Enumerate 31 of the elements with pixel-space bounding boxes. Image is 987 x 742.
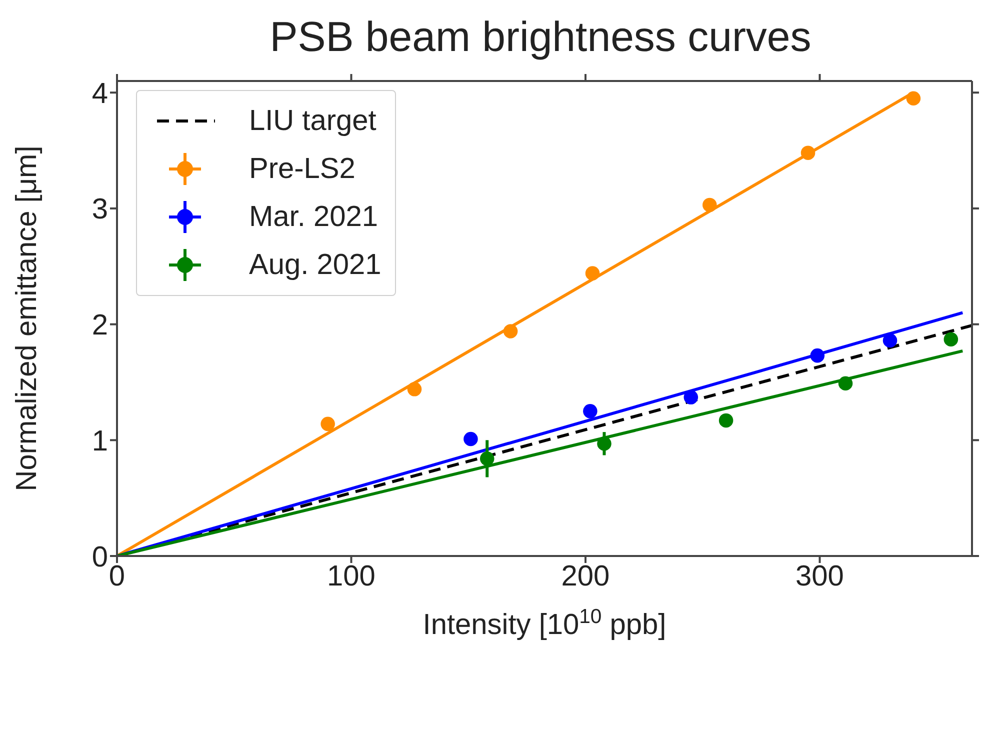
point	[838, 376, 853, 390]
y-tick-label: 2	[92, 310, 108, 342]
legend-label: Pre-LS2	[249, 152, 356, 186]
point	[480, 452, 494, 466]
point	[702, 198, 717, 212]
legend-label: Mar. 2021	[249, 200, 378, 234]
point	[810, 348, 825, 363]
x-axis-title: Intensity [10$^{10}$ ppb]	[422, 606, 666, 641]
legend-label: LIU target	[249, 104, 376, 138]
x-tick-label: 100	[327, 560, 376, 593]
point	[906, 91, 921, 106]
point	[944, 332, 958, 346]
legend-label: Aug. 2021	[249, 248, 382, 282]
x-tick-label: 300	[796, 560, 844, 593]
point	[718, 413, 734, 428]
y-tick-label: 4	[92, 78, 108, 110]
point	[800, 146, 816, 160]
point	[464, 432, 478, 446]
point	[597, 436, 612, 451]
y-tick-label: 3	[92, 194, 108, 226]
point	[503, 324, 518, 338]
point	[585, 266, 600, 280]
point	[407, 382, 422, 396]
x-tick-label: 200	[561, 560, 610, 593]
point	[583, 404, 598, 418]
point	[684, 390, 698, 404]
point	[320, 416, 335, 432]
y-tick-label: 1	[92, 425, 108, 458]
y-axis-title: Normalized emittance [μm]	[11, 146, 43, 492]
point	[882, 333, 898, 348]
chart-title: PSB beam brightness curves	[268, 12, 812, 62]
